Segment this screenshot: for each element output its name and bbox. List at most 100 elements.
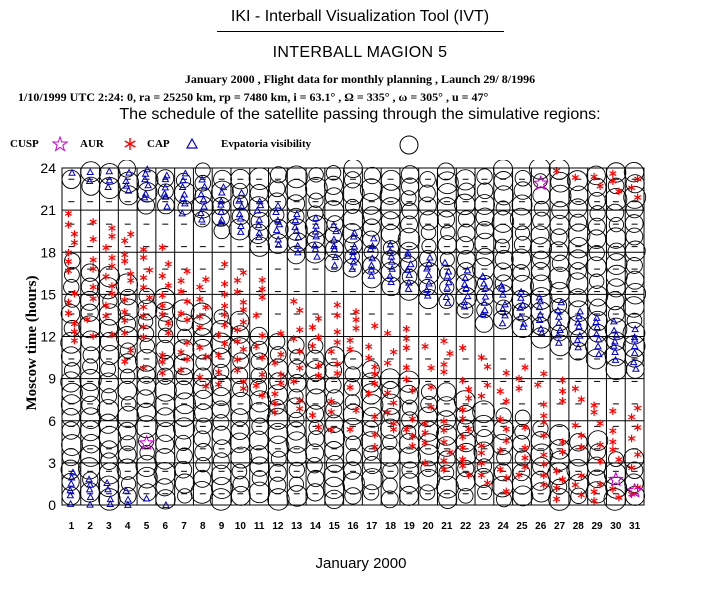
aur-asterisk-stroke: [521, 425, 529, 430]
aur-asterisk-stroke: [402, 365, 410, 371]
evpatoria-circle: [514, 423, 531, 440]
aur-asterisk-stroke: [296, 307, 304, 313]
aur-asterisk-stroke: [314, 363, 323, 369]
evpatoria-circle: [532, 173, 548, 189]
cap-triangle: [330, 235, 338, 243]
evpatoria-circle: [326, 215, 344, 233]
evpatoria-circle: [82, 358, 99, 375]
cap-triangle: [255, 228, 264, 236]
cap-triangle: [332, 227, 340, 235]
evpatoria-circle: [493, 262, 513, 282]
aur-asterisk: [121, 357, 129, 366]
aur-asterisk-stroke: [64, 268, 72, 274]
cap-triangle: [253, 206, 262, 214]
evpatoria-circle: [417, 261, 440, 285]
cap-triangle: [161, 175, 170, 183]
evpatoria-circle: [228, 337, 251, 360]
aur-asterisk-stroke: [102, 245, 110, 251]
evpatoria-circle: [568, 288, 588, 308]
aur-asterisk: [233, 276, 241, 285]
evpatoria-circle: [211, 400, 230, 419]
aur-asterisk: [540, 431, 548, 440]
aur-asterisk-stroke: [333, 361, 341, 367]
aur-asterisk: [496, 446, 504, 455]
cap-triangle: [331, 253, 340, 261]
aur-asterisk: [183, 267, 191, 275]
cap-triangle: [630, 333, 639, 341]
evpatoria-circle: [363, 456, 382, 475]
evpatoria-circle: [306, 456, 323, 474]
evpatoria-circle: [399, 384, 419, 404]
evpatoria-circle: [174, 460, 193, 479]
aur-asterisk: [220, 321, 229, 329]
evpatoria-circle: [138, 313, 154, 330]
aur-asterisk-stroke: [271, 360, 279, 366]
aur-asterisk-stroke: [127, 348, 135, 353]
evpatoria-circle: [80, 277, 100, 297]
y-tick-label: 0: [48, 497, 56, 513]
evpatoria-circle: [119, 368, 136, 384]
cap-triangle: [105, 176, 114, 184]
evpatoria-circle: [477, 484, 493, 500]
evpatoria-circle: [324, 376, 342, 394]
aur-asterisk-stroke: [540, 482, 548, 488]
evpatoria-circle: [175, 367, 194, 386]
aur-asterisk-stroke: [365, 355, 373, 361]
aur-asterisk-stroke: [540, 473, 548, 478]
evpatoria-circle: [363, 166, 381, 185]
evpatoria-circle: [193, 327, 213, 347]
aur-asterisk-stroke: [333, 329, 341, 335]
evpatoria-circle: [379, 368, 401, 390]
aur-asterisk: [371, 363, 379, 371]
evpatoria-circle-icon: [399, 135, 419, 155]
x-tick-label: 12: [272, 521, 284, 532]
cap-triangle: [255, 197, 264, 205]
evpatoria-circle: [420, 395, 438, 414]
aur-asterisk: [202, 275, 210, 284]
aur-asterisk: [446, 448, 454, 457]
evpatoria-circle: [530, 431, 551, 452]
evpatoria-circle: [98, 372, 119, 394]
aur-asterisk-stroke: [139, 275, 148, 281]
aur-asterisk-stroke: [183, 268, 191, 274]
aur-asterisk: [571, 481, 579, 489]
cap-triangle: [594, 335, 603, 343]
aur-asterisk: [177, 287, 185, 296]
cap-triangle: [387, 252, 396, 260]
evpatoria-circle: [98, 413, 119, 434]
aur-asterisk-stroke: [220, 312, 229, 318]
evpatoria-circle: [63, 362, 81, 379]
evpatoria-circle: [212, 452, 230, 470]
evpatoria-circle: [267, 435, 290, 458]
aur-asterisk-stroke: [427, 404, 435, 410]
aur-asterisk-stroke: [571, 423, 579, 428]
evpatoria-circle: [622, 335, 646, 358]
cap-triangle: [481, 292, 490, 300]
aur-asterisk: [440, 465, 448, 474]
aur-asterisk-stroke: [540, 461, 548, 467]
cap-triangle: [610, 341, 618, 349]
aur-asterisk-stroke: [577, 433, 585, 438]
aur-asterisk: [609, 438, 617, 446]
y-tick-label: 18: [40, 244, 56, 260]
aur-asterisk-stroke: [271, 400, 279, 406]
aur-asterisk: [402, 325, 410, 333]
cap-triangle: [125, 168, 133, 176]
evpatoria-circle: [607, 177, 625, 195]
aur-asterisk-stroke: [64, 259, 72, 264]
evpatoria-circle: [267, 488, 290, 511]
aur-asterisk: [308, 411, 317, 420]
aur-asterisk-stroke: [271, 391, 279, 397]
aur-asterisk-stroke: [609, 428, 617, 434]
evpatoria-circle: [380, 197, 403, 220]
evpatoria-circle: [286, 421, 306, 441]
aur-asterisk-stroke: [502, 488, 510, 494]
aur-asterisk: [102, 272, 110, 281]
evpatoria-circle: [211, 387, 231, 407]
evpatoria-circle: [308, 192, 324, 208]
cap-triangle: [631, 325, 640, 333]
aur-asterisk-stroke: [102, 274, 110, 280]
aur-asterisk: [459, 406, 467, 414]
aur-asterisk: [158, 243, 166, 252]
y-tick-label: 12: [40, 329, 56, 345]
